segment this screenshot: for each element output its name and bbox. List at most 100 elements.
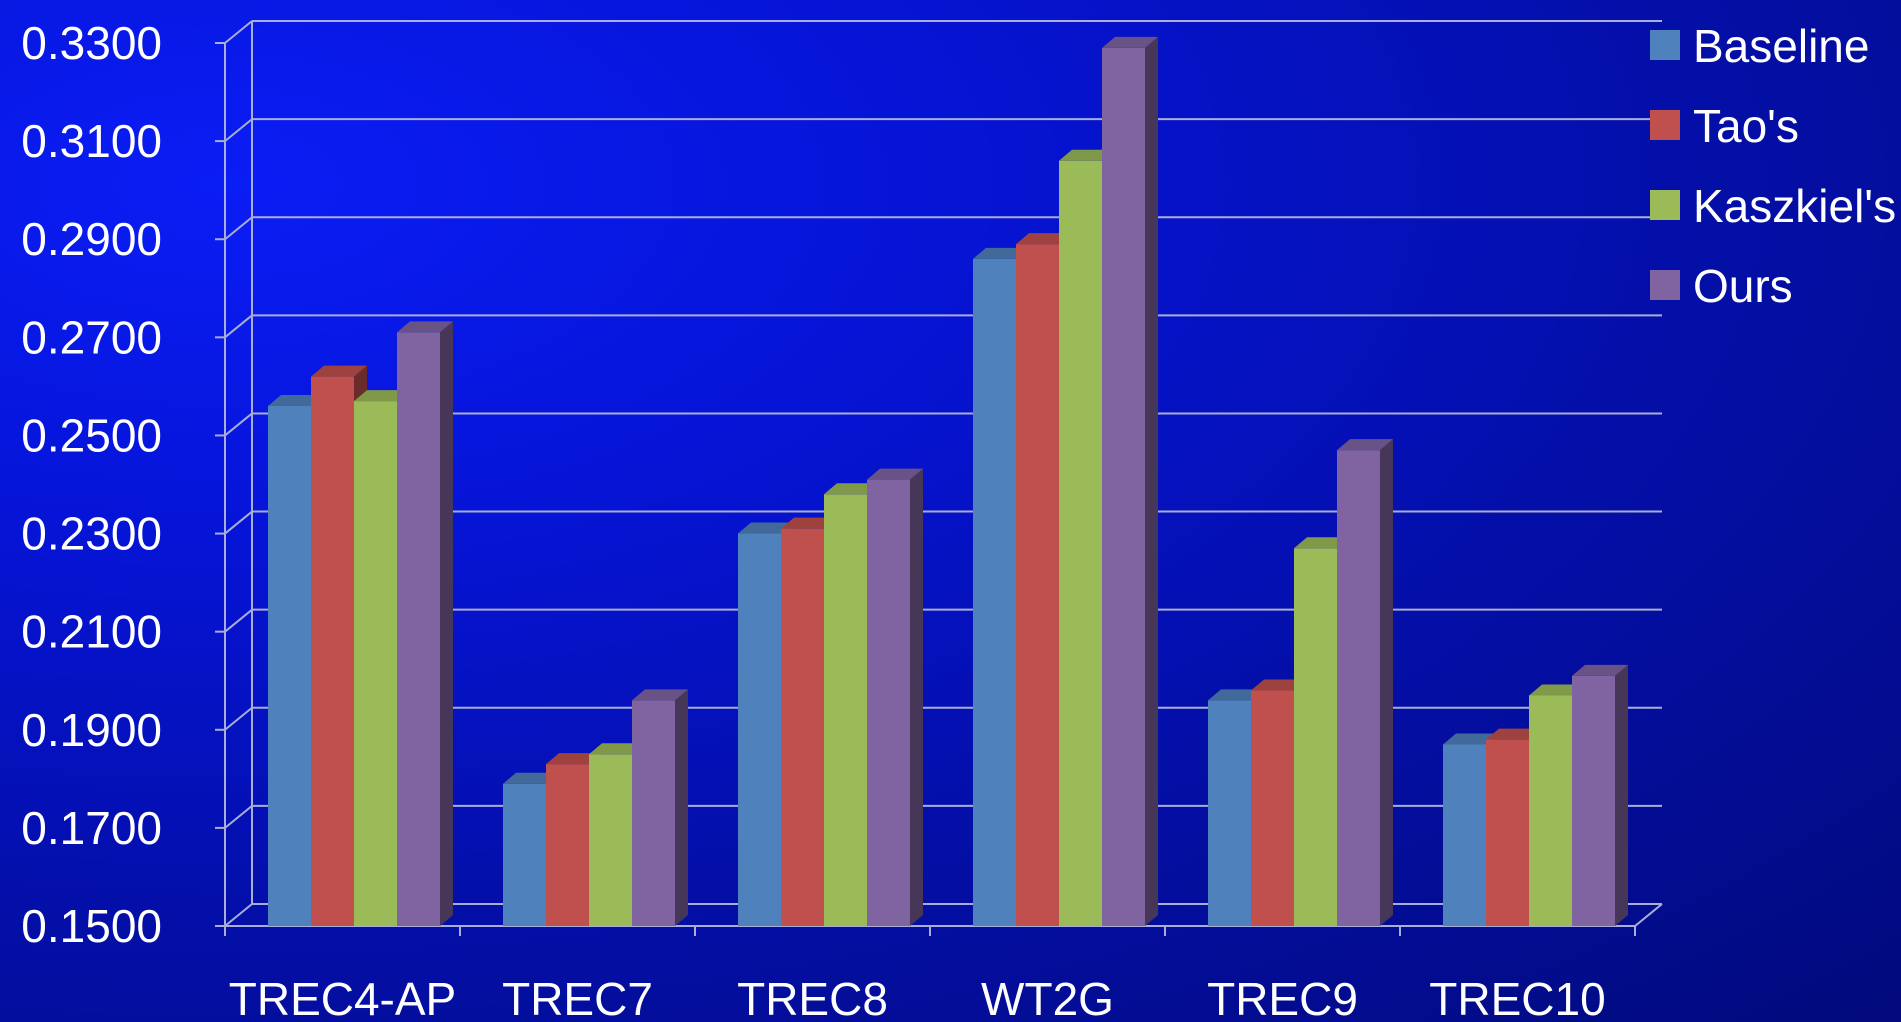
y-tick-label: 0.2500 (21, 409, 162, 461)
y-tick-label: 0.1900 (21, 704, 162, 756)
bar-top (738, 522, 794, 534)
x-category-label: WT2G (981, 973, 1114, 1022)
gridline-diagonal (224, 412, 253, 437)
bar (867, 468, 923, 926)
legend-label: Ours (1693, 260, 1793, 312)
bar-top (311, 365, 367, 377)
bar-front (311, 376, 354, 927)
legend-swatch (1650, 30, 1680, 60)
floor-edge (1634, 903, 1663, 927)
x-category-label: TREC9 (1207, 973, 1358, 1022)
bar-front (1016, 244, 1059, 926)
bar-front (632, 700, 675, 926)
bar-front (1102, 47, 1145, 926)
y-tick-label: 0.2700 (21, 311, 162, 363)
gridline-diagonal (224, 216, 253, 240)
bar-top (268, 395, 324, 407)
gridline-diagonal (224, 118, 253, 142)
legend-swatch (1650, 270, 1680, 300)
bar-top (1102, 36, 1158, 48)
legend: Baseline Tao's Kaszkiel's Ours (1650, 20, 1896, 312)
bar-top (824, 483, 880, 495)
gridline-diagonal (224, 707, 253, 731)
bar-front (1251, 690, 1294, 926)
gridline-diagonal (224, 314, 253, 339)
bar (1337, 439, 1393, 926)
x-category-label: TREC4-AP (229, 973, 456, 1022)
bar-side (1380, 439, 1393, 926)
bar-top (867, 468, 923, 480)
bar-side (1615, 664, 1628, 926)
bar-top (781, 517, 837, 529)
x-category-label: TREC8 (737, 973, 888, 1022)
bar-front (1294, 548, 1337, 926)
bar-front (1337, 450, 1380, 926)
y-tick-label: 0.2900 (21, 213, 162, 265)
legend-label: Baseline (1693, 20, 1869, 72)
bar-top (397, 321, 453, 333)
bar-front (1486, 739, 1529, 926)
bar-front (973, 258, 1016, 926)
bar-top (354, 390, 410, 402)
bar-front (738, 533, 781, 926)
y-tick-label: 0.3100 (21, 115, 162, 167)
bar-top (546, 753, 602, 765)
gridline-diagonal (224, 903, 253, 927)
x-axis-category-labels: TREC4-AP TREC7 TREC8 WT2G TREC9 TREC10 (229, 973, 1606, 1022)
bar-front (589, 754, 632, 926)
bar-front (1572, 675, 1615, 926)
bar-side (675, 689, 688, 926)
bar-front (781, 528, 824, 926)
bar-front (1059, 160, 1102, 926)
bars (268, 36, 1628, 927)
x-category-label: TREC10 (1429, 973, 1605, 1022)
legend-swatch (1650, 190, 1680, 220)
axes (215, 21, 1663, 936)
bar-front (1208, 700, 1251, 926)
bar-front (268, 406, 311, 926)
bar-side (440, 321, 453, 927)
legend-label: Tao's (1693, 100, 1799, 152)
gridline-diagonal (224, 805, 253, 829)
bar-top (589, 743, 645, 755)
y-tick-label: 0.2100 (21, 606, 162, 658)
bar-front (1529, 695, 1572, 926)
bar-top (1208, 689, 1264, 701)
y-tick-label: 0.2300 (21, 508, 162, 560)
bar-top (1443, 733, 1499, 745)
bar-top (1294, 537, 1350, 549)
bar (632, 689, 688, 926)
bar-top (503, 772, 559, 784)
y-tick-label: 0.3300 (21, 17, 162, 69)
bar-front (867, 479, 910, 926)
bar-top (973, 247, 1029, 259)
y-tick-label: 0.1700 (21, 802, 162, 854)
bar (1102, 36, 1158, 926)
bar-top (632, 689, 688, 701)
bar-top (1486, 728, 1542, 740)
bar (1572, 664, 1628, 926)
bar-front (397, 332, 440, 927)
bar-top (1251, 679, 1307, 691)
bar (397, 321, 453, 927)
bar-top (1059, 149, 1115, 161)
bar-side (910, 468, 923, 926)
bar-top (1572, 664, 1628, 676)
bar-top (1016, 233, 1072, 245)
y-tick-label: 0.1500 (21, 900, 162, 952)
y-axis-tick-labels: 0.1500 0.1700 0.1900 0.2100 0.2300 0.2500 0.27… (21, 17, 162, 952)
gridline-diagonal (224, 20, 253, 44)
gridline-diagonal (224, 510, 253, 535)
bar-front (546, 764, 589, 926)
bar-front (503, 783, 546, 926)
bar-front (824, 494, 867, 926)
legend-label: Kaszkiel's (1693, 180, 1896, 232)
x-category-label: TREC7 (502, 973, 653, 1022)
gridline-diagonal (224, 608, 253, 633)
gridlines (224, 20, 1662, 927)
bar-top (1337, 439, 1393, 451)
bar-front (1443, 744, 1486, 926)
bar-front (354, 401, 397, 926)
bar-side (1145, 36, 1158, 926)
